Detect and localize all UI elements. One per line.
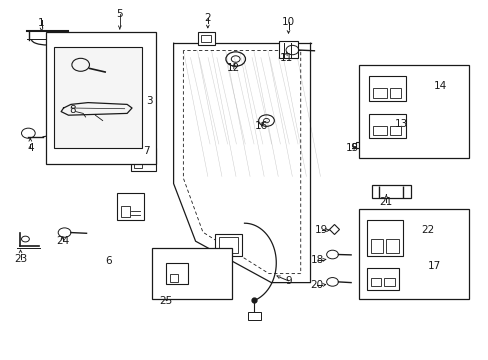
Text: 1: 1: [38, 18, 45, 28]
Bar: [384, 278, 394, 286]
Bar: [248, 312, 260, 320]
Bar: [121, 206, 129, 217]
Text: 17: 17: [427, 261, 440, 271]
Bar: [368, 114, 405, 138]
Text: 23: 23: [14, 254, 27, 264]
Bar: [151, 248, 232, 299]
Text: 15: 15: [345, 143, 358, 153]
Text: 4: 4: [27, 143, 34, 153]
Bar: [134, 154, 142, 168]
Bar: [54, 47, 142, 148]
Text: 10: 10: [282, 17, 294, 27]
Text: 24: 24: [56, 236, 69, 246]
Bar: [278, 41, 298, 58]
Text: 2: 2: [204, 13, 211, 23]
Bar: [170, 274, 177, 282]
Bar: [131, 148, 155, 171]
Bar: [359, 65, 468, 158]
Bar: [370, 278, 381, 286]
Bar: [372, 126, 386, 135]
Text: 22: 22: [420, 225, 434, 235]
Bar: [219, 237, 237, 253]
Text: 19: 19: [314, 225, 328, 235]
Text: 11: 11: [279, 53, 292, 63]
Bar: [386, 239, 398, 253]
Bar: [371, 185, 410, 198]
Text: 20: 20: [310, 280, 323, 290]
Bar: [359, 209, 468, 299]
Text: 25: 25: [159, 296, 173, 306]
Bar: [197, 32, 215, 45]
Bar: [366, 220, 403, 256]
Bar: [389, 88, 401, 98]
Text: 5: 5: [116, 9, 123, 19]
Bar: [366, 268, 398, 290]
Bar: [368, 76, 405, 101]
Bar: [46, 32, 156, 164]
Bar: [389, 126, 401, 135]
Bar: [370, 239, 383, 253]
Text: 18: 18: [310, 255, 324, 265]
Text: 16: 16: [254, 121, 268, 131]
Text: 14: 14: [432, 81, 446, 91]
Bar: [201, 35, 211, 42]
Text: 7: 7: [143, 146, 150, 156]
Bar: [372, 88, 386, 98]
Text: 9: 9: [285, 276, 291, 286]
Text: 13: 13: [393, 119, 407, 129]
Bar: [215, 234, 242, 256]
Text: 8: 8: [69, 105, 76, 115]
Bar: [166, 263, 188, 284]
Bar: [117, 193, 144, 220]
Text: 6: 6: [105, 256, 112, 266]
Text: 12: 12: [226, 63, 240, 73]
Text: 3: 3: [145, 96, 152, 106]
Text: 21: 21: [379, 197, 392, 207]
